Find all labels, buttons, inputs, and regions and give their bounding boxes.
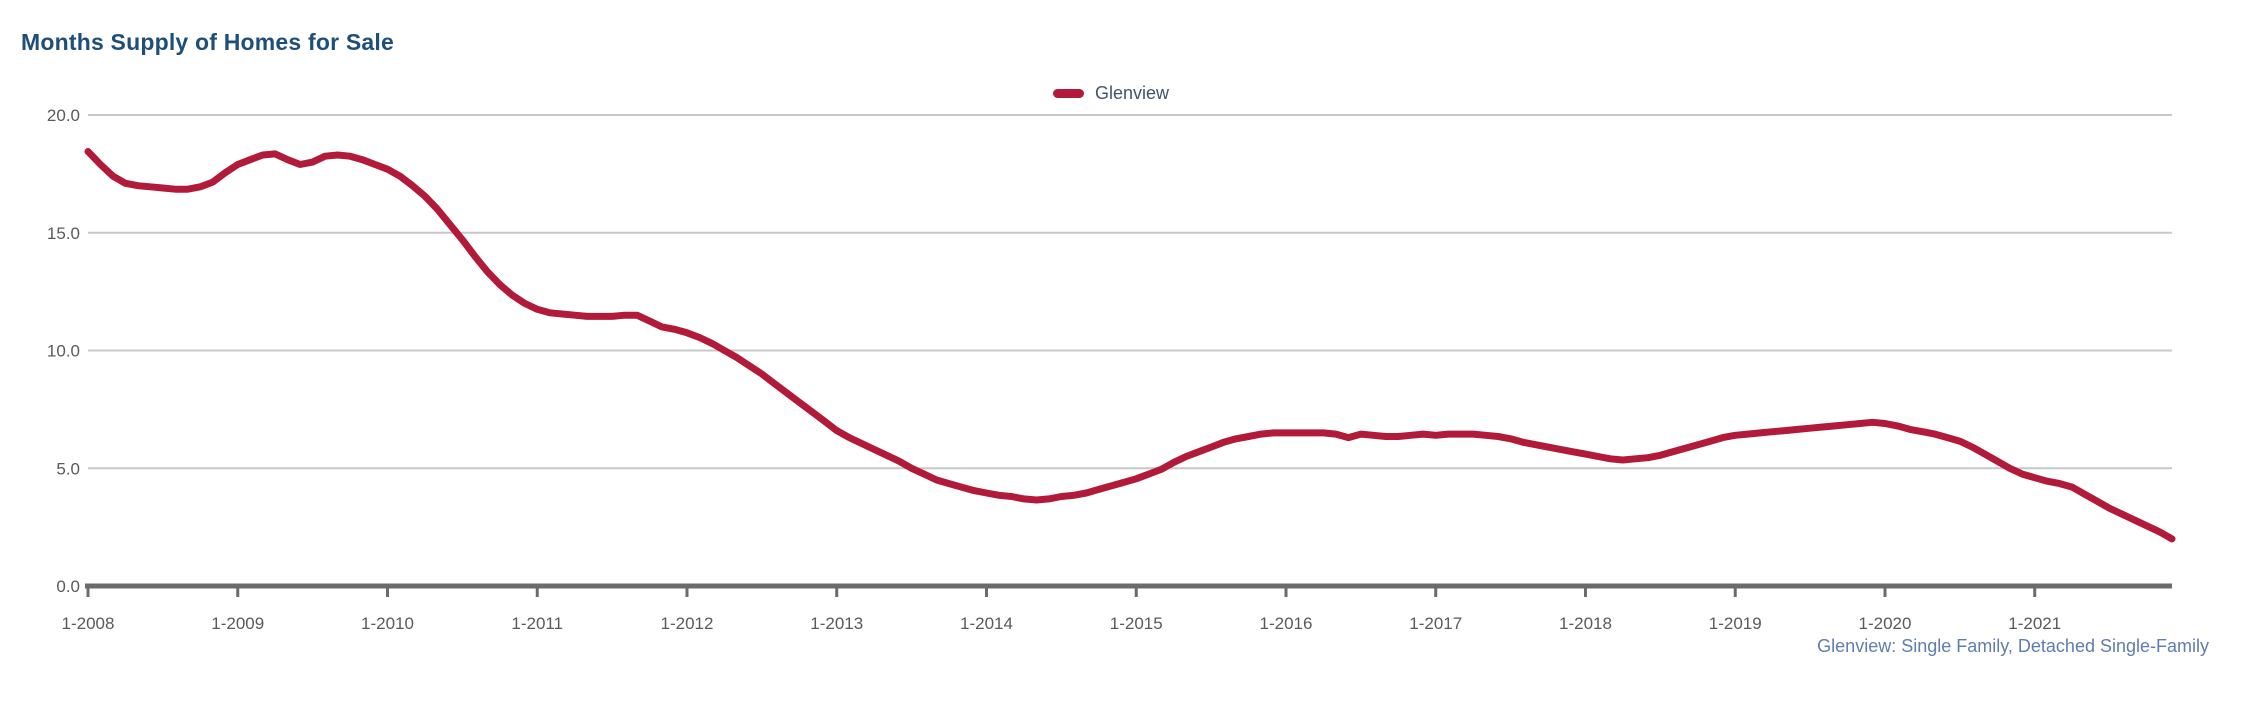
y-tick-label: 10.0 (47, 342, 80, 361)
x-tick-label: 1-2019 (1709, 614, 1762, 633)
y-tick-label: 0.0 (56, 577, 80, 596)
legend-series-label: Glenview (1095, 83, 1170, 103)
x-tick-label: 1-2011 (511, 614, 563, 633)
x-tick-label: 1-2012 (661, 614, 714, 633)
x-tick-label: 1-2017 (1409, 614, 1462, 633)
x-tick-label: 1-2009 (211, 614, 264, 633)
x-tick-label: 1-2021 (2008, 614, 2061, 633)
source-caption: Glenview: Single Family, Detached Single… (1817, 636, 2209, 656)
chart-title: Months Supply of Homes for Sale (21, 29, 394, 55)
x-tick-label: 1-2014 (960, 614, 1013, 633)
legend: Glenview (1053, 83, 1169, 104)
x-tick-label: 1-2008 (62, 614, 115, 633)
y-tick-label: 5.0 (56, 459, 80, 478)
x-tick-label: 1-2010 (361, 614, 414, 633)
series-line-glenview (84, 148, 2176, 543)
x-tick-label: 1-2015 (1110, 614, 1163, 633)
legend-line-swatch (1053, 89, 1084, 98)
x-tick-label: 1-2016 (1260, 614, 1313, 633)
x-tick-label: 1-2018 (1559, 614, 1612, 633)
x-tick-label: 1-2013 (810, 614, 863, 633)
y-tick-label: 15.0 (47, 224, 80, 243)
x-tick-label: 1-2020 (1859, 614, 1912, 633)
y-tick-label: 20.0 (47, 106, 80, 125)
